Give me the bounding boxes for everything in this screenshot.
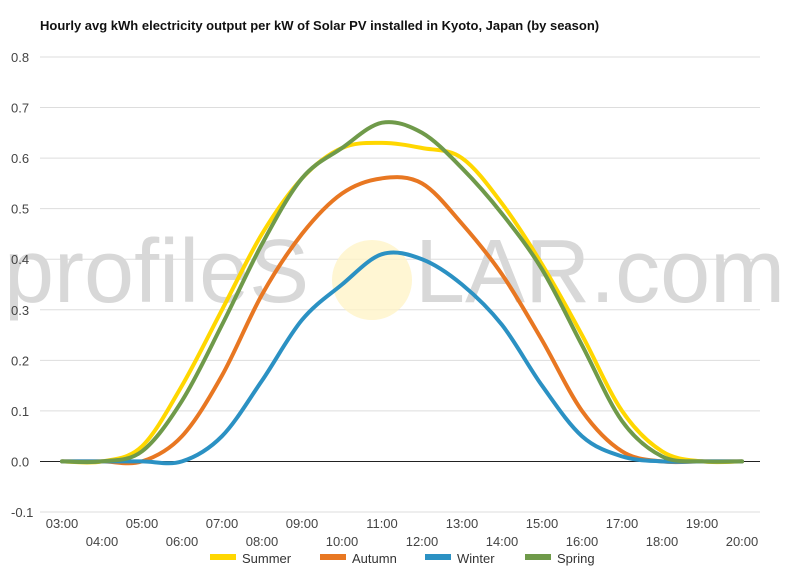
- x-tick-label: 03:00: [46, 516, 79, 531]
- series-line-summer: [60, 140, 744, 465]
- y-tick-label: 0.5: [11, 202, 29, 217]
- axes: -0.1 0.0 0.1 0.2 0.3 0.4 0.5 0.6 0.7 0.8 03:00 04:0…: [11, 50, 760, 549]
- y-tick-label: 0.1: [11, 404, 29, 419]
- y-tick-label: 0.0: [11, 454, 29, 469]
- watermark: profileS LAR.com: [4, 222, 785, 322]
- legend-swatch-autumn: [320, 554, 346, 560]
- x-tick-label: 09:00: [286, 516, 319, 531]
- legend: Summer Autumn Winter Spring: [210, 551, 595, 566]
- x-tick-label: 17:00: [606, 516, 639, 531]
- legend-label-winter: Winter: [457, 551, 495, 566]
- y-tick-label: -0.1: [11, 505, 33, 520]
- x-tick-label: 05:00: [126, 516, 159, 531]
- chart-title: Hourly avg kWh electricity output per kW…: [40, 18, 600, 33]
- x-tick-label: 08:00: [246, 534, 279, 549]
- x-tick-label: 14:00: [486, 534, 519, 549]
- watermark-text-left: profileS: [4, 222, 309, 322]
- x-tick-label: 20:00: [726, 534, 759, 549]
- legend-swatch-winter: [425, 554, 451, 560]
- y-tick-label: 0.6: [11, 151, 29, 166]
- x-tick-label: 04:00: [86, 534, 119, 549]
- y-tick-label: 0.7: [11, 101, 29, 116]
- watermark-sun-icon: [332, 240, 412, 320]
- y-tick-label: 0.3: [11, 303, 29, 318]
- watermark-text-right: LAR.com: [415, 222, 785, 322]
- x-tick-label: 10:00: [326, 534, 359, 549]
- x-tick-label: 12:00: [406, 534, 439, 549]
- legend-label-autumn: Autumn: [352, 551, 397, 566]
- y-tick-label: 0.2: [11, 353, 29, 368]
- series-lines: [60, 120, 744, 466]
- x-tick-label: 15:00: [526, 516, 559, 531]
- legend-swatch-summer: [210, 554, 236, 560]
- x-tick-label: 19:00: [686, 516, 719, 531]
- y-tick-label: 0.4: [11, 252, 29, 267]
- y-tick-label: 0.8: [11, 50, 29, 65]
- series-line-autumn: [60, 175, 744, 466]
- x-tick-label: 13:00: [446, 516, 479, 531]
- x-tick-label: 11:00: [366, 516, 398, 531]
- legend-label-summer: Summer: [242, 551, 292, 566]
- legend-swatch-spring: [525, 554, 551, 560]
- legend-label-spring: Spring: [557, 551, 595, 566]
- x-tick-label: 16:00: [566, 534, 599, 549]
- x-tick-label: 07:00: [206, 516, 239, 531]
- series-line-spring: [60, 120, 744, 465]
- x-tick-label: 18:00: [646, 534, 679, 549]
- x-tick-label: 06:00: [166, 534, 199, 549]
- series-line-winter: [60, 250, 744, 466]
